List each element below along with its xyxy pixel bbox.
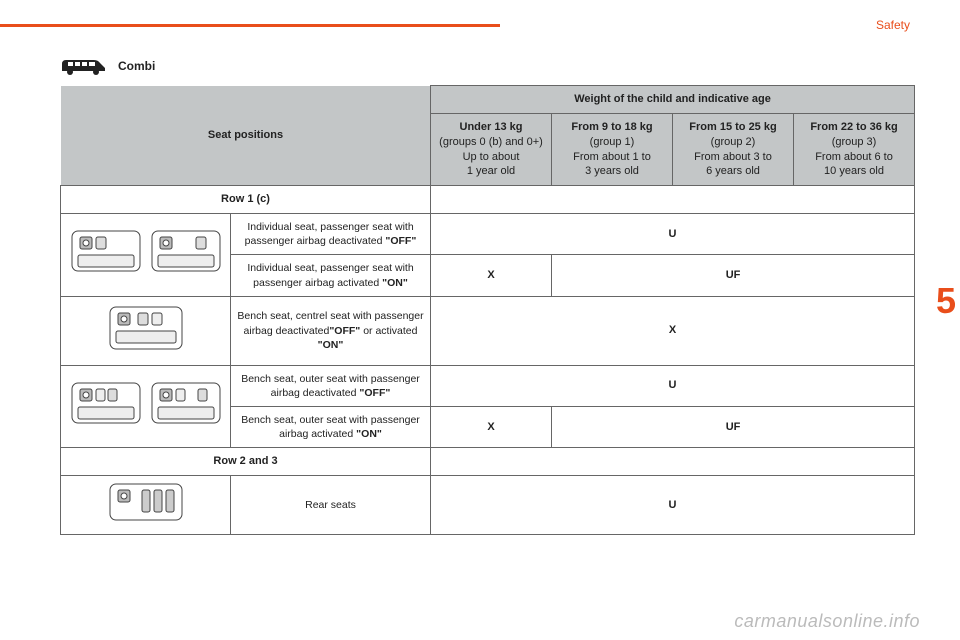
cell-value: UF [726,421,741,433]
row1-label: Row 1 (c) [221,193,270,205]
cell-value: U [669,228,677,240]
col-header: Under 13 kg [460,121,523,133]
van-icon [60,55,108,77]
cell-value: UF [726,269,741,281]
section-label: Safety [876,18,910,32]
combi-header: Combi [60,55,155,77]
cell-value: X [669,324,676,336]
seat-diagram-bench-outer-icon [66,377,226,432]
table-row: Rear seats U [61,476,915,535]
col-header: From 22 to 36 kg [810,121,897,133]
table-row: Bench seat, outer seat with passenger ai… [61,365,915,406]
cell-value: X [487,269,494,281]
chapter-number: 5 [936,280,956,322]
seat-desc: Bench seat, outer seat with passenger ai… [241,414,420,440]
seat-diagram-individual-icon [66,225,226,280]
seat-desc: Bench seat, outer seat with passenger ai… [241,373,420,399]
table-row: Bench seat, centrel seat with passenger … [61,296,915,365]
seat-diagram-rear-icon [66,480,226,525]
cell-value: U [669,379,677,391]
col-header: From 15 to 25 kg [689,121,776,133]
cell-value: U [669,499,677,511]
table-row: Row 1 (c) [61,186,915,214]
seat-table: Seat positions Weight of the child and i… [60,85,915,535]
combi-label: Combi [118,59,155,73]
cell-value: X [487,421,494,433]
weight-header: Weight of the child and indicative age [574,93,771,105]
seat-desc: Rear seats [305,499,356,511]
col-header: From 9 to 18 kg [571,121,652,133]
accent-bar [0,24,500,27]
seat-diagram-bench-center-icon [66,301,226,356]
watermark: carmanualsonline.info [734,611,920,632]
seat-positions-header: Seat positions [208,129,283,141]
table-row: Row 2 and 3 [61,448,915,476]
table-row: Individual seat, passenger seat with pas… [61,214,915,255]
row23-label: Row 2 and 3 [213,455,277,467]
table-row: Seat positions Weight of the child and i… [61,86,915,114]
